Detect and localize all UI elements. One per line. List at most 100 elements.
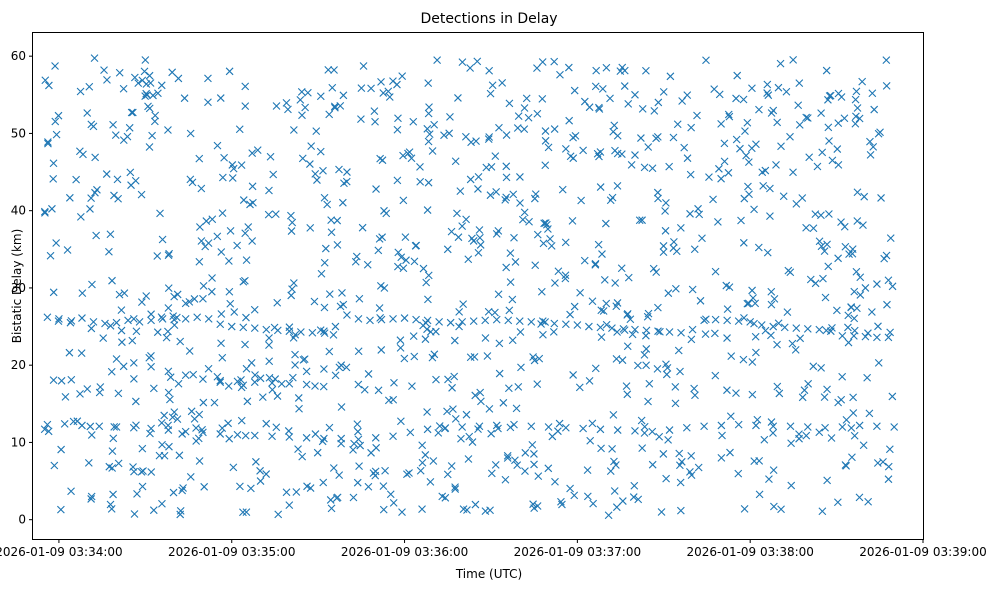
scatter-point [851, 95, 860, 104]
scatter-point [468, 234, 476, 243]
scatter-point [424, 178, 433, 187]
scatter-point [378, 156, 387, 165]
scatter-point [355, 462, 363, 470]
scatter-point [606, 94, 614, 103]
scatter-point [890, 423, 899, 431]
scatter-point [440, 131, 448, 140]
scatter-point [451, 483, 459, 492]
ticks-layer: 0 10 20 30 40 50 60 2026-01-09 03:34:00 2026-01-… [0, 49, 987, 559]
scatter-point [143, 91, 151, 100]
scatter-point [613, 426, 622, 434]
scatter-point [753, 415, 762, 424]
scatter-point [787, 481, 796, 490]
scatter-point [550, 319, 559, 328]
scatter-point [502, 131, 511, 139]
scatter-point [337, 403, 346, 411]
scatter-point [763, 80, 772, 89]
scatter-point [659, 87, 668, 96]
scatter-point [760, 435, 769, 444]
scatter-point [766, 184, 774, 193]
scatter-point [834, 119, 843, 128]
scatter-point [547, 242, 556, 250]
scatter-point [467, 138, 475, 147]
scatter-point [366, 316, 374, 325]
scatter-point [765, 475, 773, 484]
scatter-point [296, 328, 305, 336]
scatter-point [237, 376, 245, 384]
scatter-point [115, 68, 124, 77]
scatter-point [135, 318, 144, 326]
scatter-point [705, 173, 713, 181]
scatter-point [443, 470, 452, 479]
scatter-point [718, 431, 726, 440]
scatter-point [426, 327, 435, 336]
scatter-point [178, 486, 187, 495]
scatter-point [425, 103, 433, 111]
scatter-point [640, 422, 649, 431]
scatter-point [662, 198, 670, 207]
scatter-point [711, 267, 720, 276]
scatter-point [374, 246, 383, 255]
scatter-point [67, 317, 76, 325]
scatter-point [141, 56, 150, 64]
scatter-point [181, 314, 190, 323]
scatter-point [669, 133, 678, 142]
scatter-point [331, 371, 340, 380]
scatter-point [579, 146, 588, 155]
scatter-point [631, 325, 639, 334]
scatter-point [617, 150, 626, 158]
scatter-point [623, 342, 632, 351]
scatter-point [865, 409, 874, 418]
scatter-point [462, 215, 471, 224]
scatter-point [822, 66, 831, 75]
scatter-point [457, 434, 465, 443]
scatter-point [506, 278, 515, 287]
scatter-point [884, 276, 893, 285]
scatter-point [717, 453, 726, 462]
scatter-point [130, 467, 138, 476]
scatter-point [541, 219, 550, 227]
scatter-point [494, 290, 503, 299]
scatter-point [393, 125, 402, 134]
scatter-point [596, 425, 605, 434]
scatter-point [144, 102, 152, 111]
scatter-point [873, 422, 881, 431]
scatter-point [885, 445, 894, 454]
scatter-point [213, 372, 222, 381]
scatter-point [374, 386, 383, 395]
scatter-point [327, 228, 336, 237]
scatter-point [769, 106, 778, 115]
scatter-point [734, 420, 743, 429]
scatter-point [353, 478, 362, 487]
scatter-point [743, 118, 752, 127]
scatter-point [844, 338, 853, 347]
scatter-point [251, 457, 260, 466]
scatter-point [561, 274, 570, 283]
scatter-point [110, 423, 119, 431]
scatter-point [320, 365, 328, 373]
scatter-point [79, 150, 87, 159]
scatter-point [428, 147, 437, 155]
scatter-point [884, 333, 893, 342]
scatter-point [418, 505, 426, 514]
scatter-point [243, 397, 252, 406]
marks-layer [40, 54, 899, 520]
scatter-point [806, 275, 815, 284]
scatter-point [823, 476, 832, 485]
scatter-point [748, 358, 757, 366]
scatter-point [69, 417, 78, 426]
scatter-point [745, 190, 753, 199]
scatter-point [748, 84, 756, 93]
scatter-point [644, 143, 653, 151]
scatter-point [544, 143, 553, 152]
y-tick-label: 50 [11, 126, 26, 140]
scatter-point [659, 450, 668, 458]
scatter-point [149, 384, 158, 393]
scatter-point [638, 104, 647, 113]
scatter-point [840, 222, 849, 231]
scatter-point [664, 289, 673, 298]
scatter-point [859, 441, 868, 450]
scatter-point [803, 324, 812, 333]
scatter-point [513, 461, 522, 470]
scatter-point [750, 319, 758, 328]
